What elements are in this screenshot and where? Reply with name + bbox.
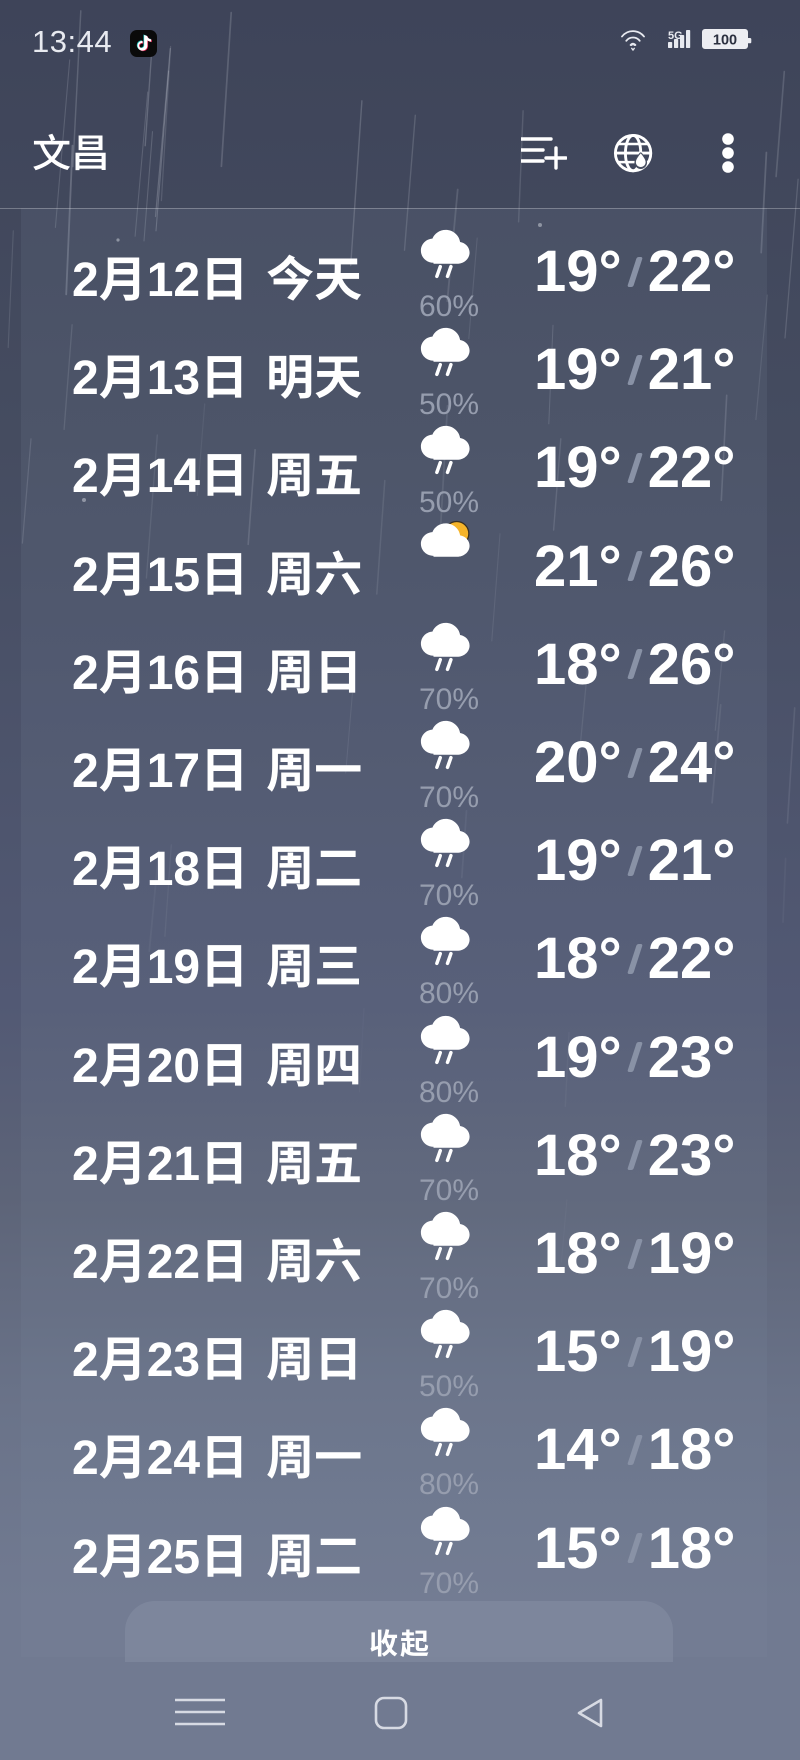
- svg-text:100: 100: [713, 32, 737, 48]
